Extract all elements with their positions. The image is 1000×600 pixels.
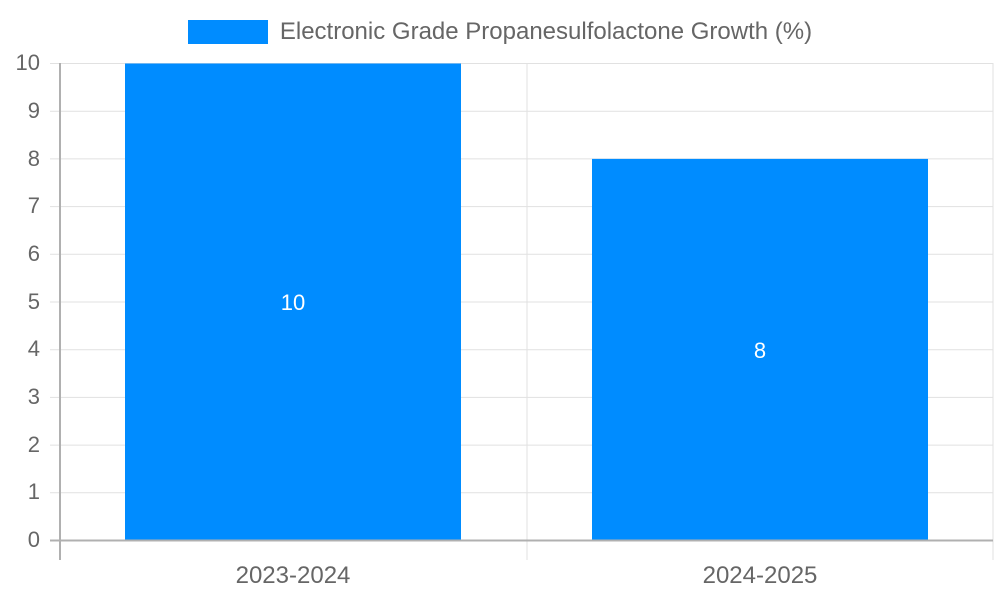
axes [50, 63, 993, 560]
y-tick: 10 [15, 50, 40, 75]
bar-value-label: 10 [280, 290, 306, 315]
bars [125, 63, 928, 541]
bar-2024-2025[interactable] [592, 158, 928, 541]
y-tick: 2 [27, 432, 40, 457]
y-tick: 6 [27, 241, 40, 266]
x-tick: 2024-2025 [702, 562, 818, 589]
y-tick: 9 [27, 98, 40, 123]
y-tick: 7 [27, 193, 40, 218]
legend-swatch[interactable] [187, 20, 268, 44]
legend-label[interactable]: Electronic Grade Propanesulfolactone Gro… [279, 18, 813, 45]
bar-2023-2024[interactable] [125, 63, 461, 541]
y-tick: 1 [27, 479, 40, 504]
y-tick: 3 [27, 384, 40, 409]
y-tick: 5 [27, 289, 40, 314]
x-tick: 2023-2024 [235, 562, 351, 589]
y-tick: 4 [27, 336, 40, 361]
y-tick: 0 [27, 527, 40, 552]
legend: Electronic Grade Propanesulfolactone Gro… [0, 18, 1000, 46]
y-tick: 8 [27, 146, 40, 171]
bar-value-label: 8 [753, 338, 767, 363]
